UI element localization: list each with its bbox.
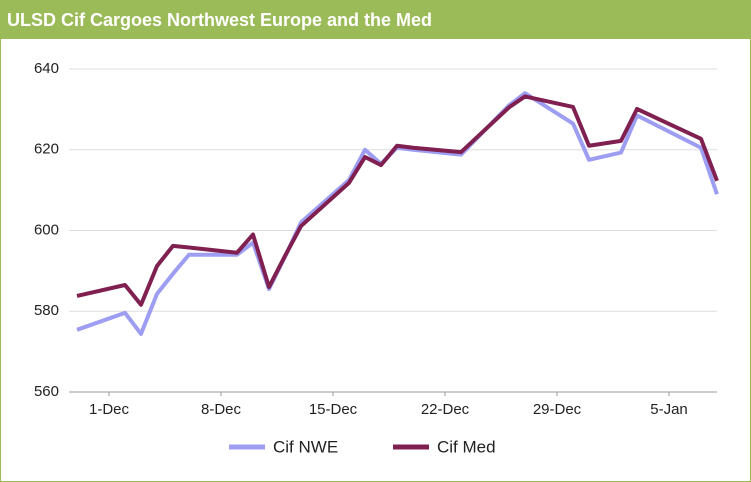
y-tick-label: 640 <box>34 60 59 77</box>
chart: 560 580 600 620 640 1-Dec 8-Dec 15-Dec 22-Dec 29-… <box>34 60 719 456</box>
x-tick-label: 1-Dec <box>89 401 130 418</box>
y-tick-label: 560 <box>34 383 59 400</box>
x-tick-label: 8-Dec <box>201 401 242 418</box>
panel-title: ULSD Cif Cargoes Northwest Europe and th… <box>1 1 750 39</box>
y-tick-label: 580 <box>34 302 59 319</box>
legend-label: Cif NWE <box>273 437 338 456</box>
legend-label: Cif Med <box>437 437 496 456</box>
x-tick-label: 22-Dec <box>421 401 470 418</box>
x-tick-label: 5-Jan <box>650 401 688 418</box>
series-line <box>76 91 719 336</box>
x-tick-label: 29-Dec <box>533 401 582 418</box>
series-line <box>76 94 719 307</box>
x-tick-label: 15-Dec <box>309 401 358 418</box>
y-tick-label: 600 <box>34 221 59 238</box>
y-tick-label: 620 <box>34 141 59 158</box>
